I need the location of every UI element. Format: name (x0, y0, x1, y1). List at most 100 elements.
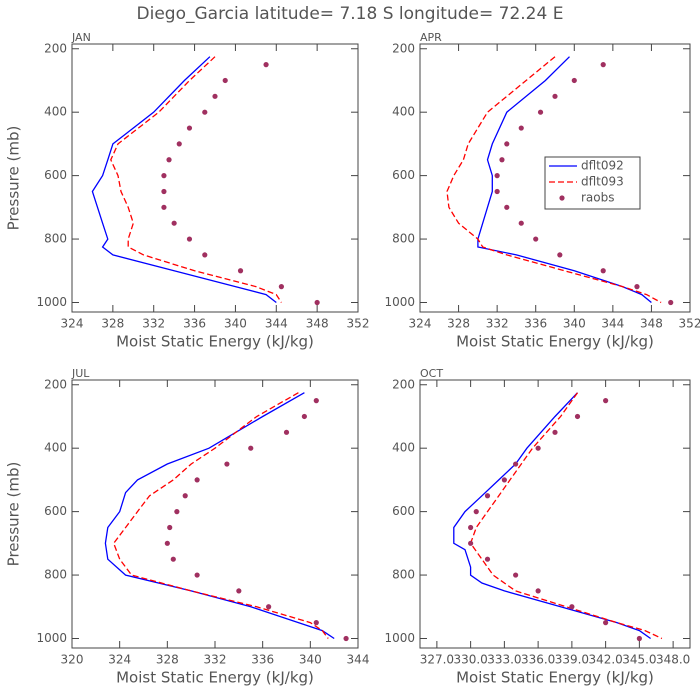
profile-line (469, 392, 663, 640)
x-axis-label: Moist Static Energy (kJ/kg) (456, 669, 654, 687)
raob-point (533, 236, 539, 242)
raob-point (603, 620, 609, 626)
x-tick-label: 340 (299, 653, 322, 667)
x-tick-label: 327.0 (420, 653, 454, 667)
panel-title: OCT (420, 367, 443, 380)
raob-point (202, 109, 208, 115)
y-tick-label: 400 (392, 105, 415, 119)
x-tick-label: 340 (224, 317, 247, 331)
x-tick-label: 342.0 (588, 653, 622, 667)
raob-point (557, 252, 563, 258)
raob-point (535, 588, 541, 594)
y-tick-label: 600 (392, 168, 415, 182)
raob-point (552, 429, 558, 435)
y-tick-label: 600 (392, 504, 415, 518)
panel: JUL 320 324 328 332 336 340 344 200 400 600 800 1000… (5, 367, 370, 687)
raob-point (569, 604, 575, 610)
x-tick-label: 344 (601, 317, 624, 331)
plot-frame (419, 43, 691, 313)
raob-point (473, 509, 479, 515)
y-tick-label: 400 (44, 105, 67, 119)
raob-point (494, 173, 500, 179)
y-tick-label: 200 (392, 41, 415, 55)
panel: JAN 324 328 332 336 340 344 348 352 200 400 600 800 1… (5, 31, 370, 351)
y-tick-label: 1000 (384, 295, 415, 309)
panel-title: JAN (71, 31, 91, 44)
raob-point (468, 524, 474, 531)
x-tick-label: 332 (204, 653, 227, 667)
x-tick-label: 320 (61, 653, 84, 667)
x-tick-label: 344 (265, 317, 288, 331)
x-tick-label: 332 (142, 317, 165, 331)
profile-line (453, 392, 651, 640)
x-tick-label: 328 (101, 317, 124, 331)
x-tick-label: 330.0 (453, 653, 487, 667)
raob-point (278, 284, 284, 290)
x-tick-label: 340 (563, 317, 586, 331)
raob-point (636, 635, 642, 642)
panel-title: APR (420, 31, 442, 44)
y-tick-label: 800 (44, 568, 67, 582)
raob-point (266, 604, 272, 610)
raob-point (186, 125, 193, 131)
raob-point (248, 445, 254, 451)
raob-point (537, 109, 544, 115)
x-tick-label: 348 (306, 317, 329, 331)
raob-point (222, 77, 228, 84)
raob-point (170, 556, 176, 562)
legend-marker (559, 195, 565, 201)
raob-point (301, 413, 307, 420)
raob-point (313, 398, 319, 404)
profile-line (91, 56, 277, 304)
x-tick-label: 336 (251, 653, 274, 667)
plot-frame (71, 43, 359, 313)
raob-point (186, 236, 193, 242)
raob-point (166, 157, 172, 163)
x-axis-label: Moist Static Energy (kJ/kg) (116, 669, 314, 687)
y-tick-label: 800 (392, 568, 415, 582)
y-tick-label: 200 (44, 377, 67, 391)
y-tick-label: 800 (392, 232, 415, 246)
raob-point (161, 188, 167, 195)
x-tick-label: 348.0 (656, 653, 690, 667)
raob-point (499, 157, 505, 163)
raob-point (634, 284, 640, 290)
raob-point (603, 398, 609, 404)
profile-line (477, 56, 652, 304)
x-tick-label: 328 (156, 653, 179, 667)
raob-point (343, 635, 349, 642)
raob-point (167, 524, 173, 531)
plot-frame (71, 379, 359, 649)
x-tick-label: 352 (679, 317, 700, 331)
y-tick-label: 800 (44, 232, 67, 246)
x-tick-label: 336 (524, 317, 547, 331)
raob-point (194, 572, 200, 578)
y-tick-label: 1000 (36, 631, 67, 645)
raob-point (161, 204, 167, 210)
profile-line (110, 56, 282, 303)
plot-frame (419, 379, 691, 649)
raob-point (314, 299, 320, 306)
x-axis-label: Moist Static Energy (kJ/kg) (116, 333, 314, 351)
raob-point (518, 220, 524, 226)
raob-point (504, 141, 510, 147)
y-tick-label: 400 (44, 441, 67, 455)
raob-point (600, 62, 606, 68)
raob-point (212, 93, 218, 99)
x-tick-label: 348 (640, 317, 663, 331)
raob-point (574, 413, 581, 420)
raob-point (504, 204, 510, 210)
x-tick-label: 352 (347, 317, 370, 331)
panel-title: JUL (71, 367, 90, 380)
raob-point (283, 429, 290, 435)
raob-point (176, 141, 182, 147)
figure-title: Diego_Garcia latitude= 7.18 S longitude=… (137, 4, 564, 24)
raob-point (202, 252, 208, 258)
raob-point (224, 461, 230, 467)
x-tick-label: 344 (347, 653, 370, 667)
y-tick-label: 200 (44, 41, 67, 55)
raob-point (263, 62, 269, 68)
y-tick-label: 600 (44, 168, 67, 182)
x-tick-label: 324 (108, 653, 131, 667)
